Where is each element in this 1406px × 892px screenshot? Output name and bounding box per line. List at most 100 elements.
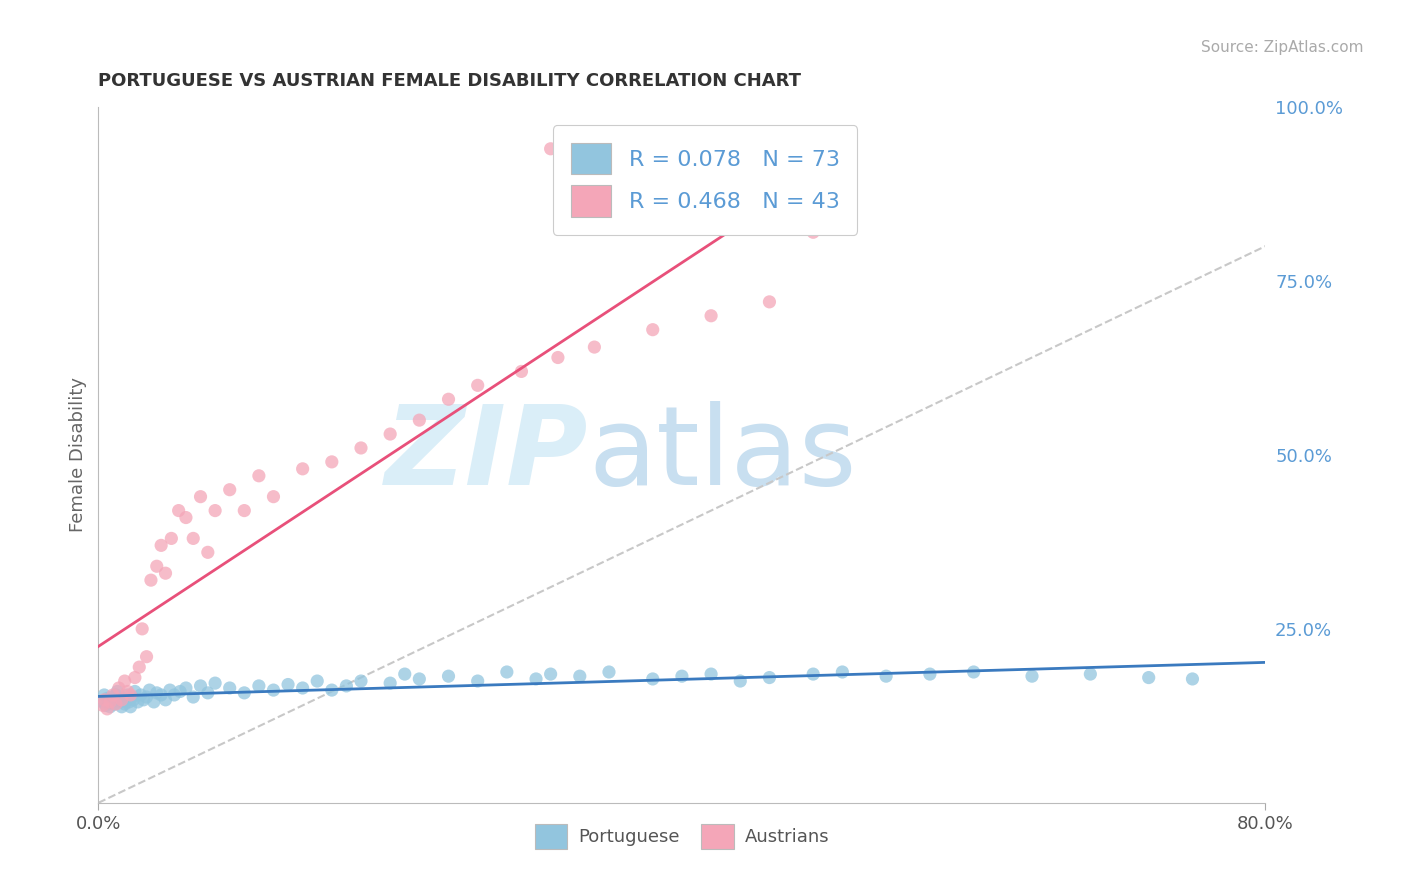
Point bbox=[233, 686, 256, 700]
Point bbox=[437, 669, 460, 683]
Point bbox=[146, 559, 169, 574]
Point bbox=[122, 693, 145, 707]
Point bbox=[190, 679, 212, 693]
Point bbox=[155, 693, 177, 707]
Point bbox=[496, 665, 519, 679]
Point bbox=[598, 665, 620, 679]
Point bbox=[93, 693, 115, 707]
Point bbox=[111, 699, 134, 714]
Point bbox=[204, 503, 226, 517]
Point bbox=[124, 671, 146, 685]
Point bbox=[671, 669, 693, 683]
Point bbox=[93, 688, 115, 702]
Point bbox=[321, 683, 343, 698]
Point bbox=[350, 441, 373, 455]
Text: Source: ZipAtlas.com: Source: ZipAtlas.com bbox=[1201, 40, 1364, 55]
Point bbox=[408, 413, 430, 427]
Point bbox=[132, 693, 155, 707]
Point bbox=[111, 693, 134, 707]
Point bbox=[135, 649, 157, 664]
Point bbox=[758, 294, 780, 309]
Point bbox=[277, 677, 299, 691]
Point bbox=[262, 683, 284, 698]
Point bbox=[174, 681, 197, 695]
Point bbox=[380, 676, 402, 690]
Point bbox=[1080, 667, 1102, 681]
Point bbox=[583, 340, 606, 354]
Point bbox=[218, 681, 240, 695]
Point bbox=[114, 674, 136, 689]
Point bbox=[103, 697, 125, 711]
Point bbox=[124, 684, 146, 698]
Point bbox=[730, 674, 752, 689]
Point bbox=[142, 695, 165, 709]
Point bbox=[801, 667, 824, 681]
Point bbox=[437, 392, 460, 407]
Point bbox=[129, 688, 152, 702]
Point bbox=[262, 490, 284, 504]
Point bbox=[801, 225, 824, 239]
Point bbox=[117, 688, 139, 702]
Point bbox=[408, 672, 430, 686]
Point bbox=[96, 702, 118, 716]
Point bbox=[547, 351, 569, 365]
Point bbox=[181, 532, 204, 546]
Point bbox=[540, 667, 562, 681]
Text: ZIP: ZIP bbox=[385, 401, 589, 508]
Point bbox=[96, 691, 118, 706]
Text: atlas: atlas bbox=[589, 401, 858, 508]
Point bbox=[962, 665, 984, 679]
Point bbox=[100, 690, 122, 704]
Point bbox=[110, 695, 132, 709]
Point bbox=[467, 674, 489, 689]
Point bbox=[94, 698, 117, 713]
Point bbox=[218, 483, 240, 497]
Point bbox=[247, 468, 270, 483]
Point bbox=[291, 681, 314, 695]
Point bbox=[155, 566, 177, 581]
Point bbox=[197, 545, 219, 559]
Point bbox=[568, 669, 591, 683]
Point bbox=[641, 672, 664, 686]
Point bbox=[135, 690, 157, 704]
Point bbox=[101, 688, 124, 702]
Point bbox=[114, 697, 136, 711]
Point bbox=[91, 695, 114, 709]
Point bbox=[758, 671, 780, 685]
Point bbox=[150, 538, 173, 552]
Point bbox=[918, 667, 941, 681]
Point bbox=[467, 378, 489, 392]
Y-axis label: Female Disability: Female Disability bbox=[69, 377, 87, 533]
Point bbox=[105, 684, 128, 698]
Point bbox=[394, 667, 416, 681]
Point bbox=[163, 688, 186, 702]
Point bbox=[700, 667, 723, 681]
Point bbox=[91, 698, 114, 713]
Point bbox=[139, 573, 162, 587]
Point bbox=[247, 679, 270, 693]
Point bbox=[1137, 671, 1160, 685]
Point bbox=[112, 691, 135, 706]
Point bbox=[120, 688, 142, 702]
Point bbox=[169, 684, 191, 698]
Point bbox=[159, 683, 181, 698]
Point bbox=[291, 462, 314, 476]
Point bbox=[138, 683, 160, 698]
Point bbox=[98, 695, 121, 709]
Point bbox=[204, 676, 226, 690]
Point bbox=[1021, 669, 1043, 683]
Point bbox=[98, 699, 121, 714]
Point bbox=[540, 142, 562, 156]
Point bbox=[190, 490, 212, 504]
Point bbox=[524, 672, 547, 686]
Point bbox=[831, 665, 853, 679]
Point bbox=[307, 674, 329, 689]
Point bbox=[117, 684, 139, 698]
Point bbox=[120, 699, 142, 714]
Point bbox=[118, 695, 141, 709]
Point bbox=[121, 690, 143, 704]
Point bbox=[150, 688, 173, 702]
Point bbox=[174, 510, 197, 524]
Point bbox=[101, 693, 124, 707]
Point bbox=[335, 679, 357, 693]
